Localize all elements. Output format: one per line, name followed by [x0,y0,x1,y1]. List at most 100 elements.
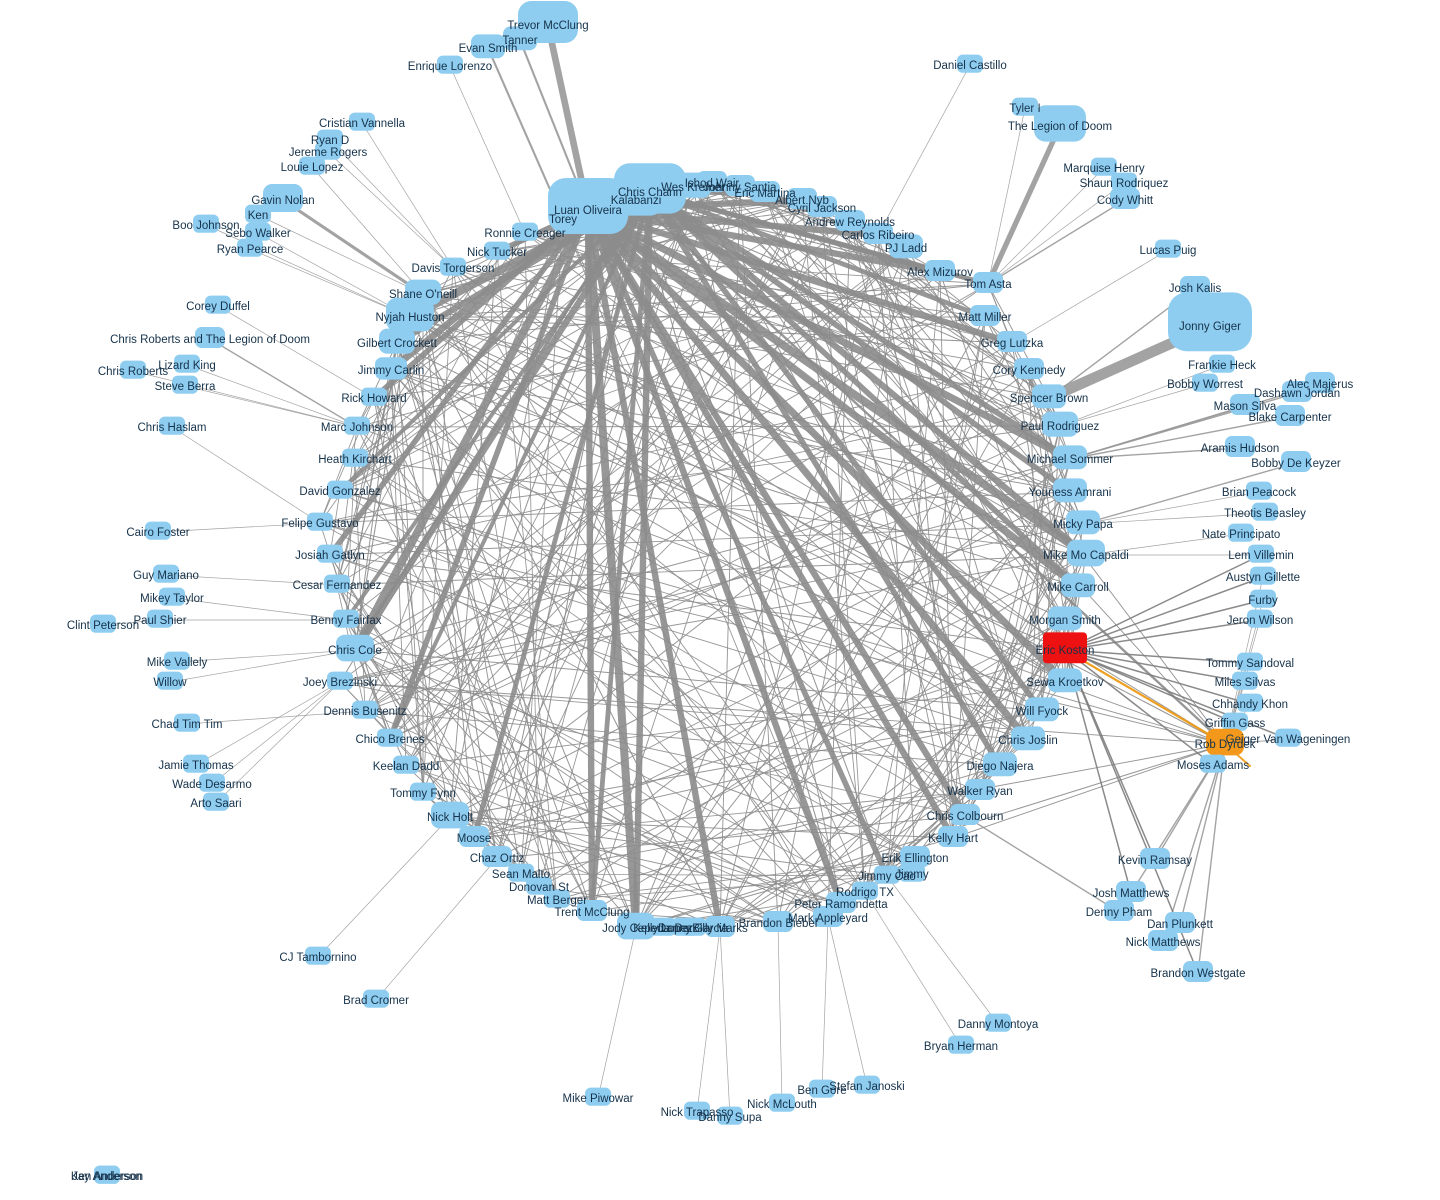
svg-text:Marc Johnson: Marc Johnson [321,422,393,434]
svg-text:Moses Adams: Moses Adams [1177,760,1249,772]
svg-text:Nick Holt: Nick Holt [427,812,474,824]
svg-text:Chico Brenes: Chico Brenes [355,734,424,746]
svg-text:Cairo Foster: Cairo Foster [126,527,189,539]
svg-text:Diego Najera: Diego Najera [966,761,1034,773]
svg-text:Lucas Puig: Lucas Puig [1140,245,1197,257]
svg-text:Louie Lopez: Louie Lopez [281,162,344,174]
svg-text:Brandon Biebel: Brandon Biebel [739,918,818,930]
svg-text:Chris Roberts: Chris Roberts [98,366,169,378]
svg-text:Sewa Kroetkov: Sewa Kroetkov [1026,677,1104,689]
svg-text:David Gonzalez: David Gonzalez [299,486,380,498]
svg-text:Wade Desarmo: Wade Desarmo [172,779,251,791]
svg-text:Bobby Worrest: Bobby Worrest [1167,379,1244,391]
svg-text:Jereme Rogers: Jereme Rogers [289,147,368,159]
svg-text:Marquise Henry: Marquise Henry [1063,163,1144,175]
svg-text:Kalabanzi: Kalabanzi [611,195,662,207]
svg-text:Chris Cole: Chris Cole [328,645,382,657]
svg-text:Miles Silvas: Miles Silvas [1215,677,1276,689]
svg-text:Eric Koston: Eric Koston [1036,645,1095,657]
svg-text:Furby: Furby [1248,595,1278,607]
svg-text:Arto Saari: Arto Saari [190,798,241,810]
svg-text:Cesar Fernandez: Cesar Fernandez [293,580,382,592]
svg-text:Brandon Westgate: Brandon Westgate [1150,968,1245,980]
svg-text:Chris Joslin: Chris Joslin [998,735,1057,747]
svg-text:Kelly Hart: Kelly Hart [928,833,979,845]
svg-text:Blake Carpenter: Blake Carpenter [1248,412,1331,424]
svg-text:Sean Malto: Sean Malto [492,869,550,881]
svg-text:Tom Asta: Tom Asta [964,279,1012,291]
svg-text:Sebo Walker: Sebo Walker [225,228,291,240]
svg-text:Cory Kennedy: Cory Kennedy [993,365,1066,377]
svg-text:Mike Carroll: Mike Carroll [1047,582,1108,594]
svg-text:Daniel Castillo: Daniel Castillo [933,60,1007,72]
svg-text:Guy Mariano: Guy Mariano [133,570,199,582]
svg-text:CJ Tambornino: CJ Tambornino [279,952,356,964]
svg-text:Nick McLouth: Nick McLouth [747,1099,817,1111]
svg-text:Brian Peacock: Brian Peacock [1222,487,1296,499]
svg-text:Josh Kalis: Josh Kalis [1169,283,1222,295]
svg-text:Chaz Ortiz: Chaz Ortiz [470,853,525,865]
svg-text:Josh Matthews: Josh Matthews [1093,888,1170,900]
svg-text:Evan Smith: Evan Smith [459,43,518,55]
svg-text:Davis Torgerson: Davis Torgerson [412,263,495,275]
svg-text:Walker Ryan: Walker Ryan [947,786,1012,798]
svg-text:Ryan Pearce: Ryan Pearce [217,244,283,256]
svg-text:Gilbert Crockett: Gilbert Crockett [357,338,438,350]
svg-text:Trent McClung: Trent McClung [555,907,630,919]
svg-text:Bryan Herman: Bryan Herman [924,1041,998,1053]
svg-text:Enrique Lorenzo: Enrique Lorenzo [408,61,492,73]
svg-text:Corey Duffel: Corey Duffel [186,301,250,313]
svg-text:Morgan Smith: Morgan Smith [1029,615,1101,627]
svg-text:Jonny Giger: Jonny Giger [1179,321,1241,333]
svg-text:Chris Colbourn: Chris Colbourn [927,811,1004,823]
svg-text:Chris Haslam: Chris Haslam [137,422,206,434]
svg-text:Tyler I: Tyler I [1009,103,1040,115]
svg-text:Aramis Hudson: Aramis Hudson [1201,443,1280,455]
svg-text:Jeron Wilson: Jeron Wilson [1227,615,1293,627]
svg-text:Moose: Moose [457,833,492,845]
svg-text:Joey Brezinski: Joey Brezinski [303,677,377,689]
svg-text:Benny Fairfax: Benny Fairfax [311,615,382,627]
svg-text:Tommy Fynn: Tommy Fynn [390,788,456,800]
svg-text:The Legion of Doom: The Legion of Doom [1008,121,1112,133]
svg-text:Chad Tim Tim: Chad Tim Tim [152,719,223,731]
svg-text:Tommy Sandoval: Tommy Sandoval [1206,658,1294,670]
svg-text:Rick Howard: Rick Howard [341,393,406,405]
svg-text:Brad Cromer: Brad Cromer [343,995,409,1007]
svg-text:Cody Whitt: Cody Whitt [1097,195,1154,207]
svg-text:Ronnie Creager: Ronnie Creager [484,228,565,240]
svg-text:PJ Ladd: PJ Ladd [885,243,927,255]
svg-text:Donovan St: Donovan St [509,882,570,894]
svg-text:Frankie Heck: Frankie Heck [1188,360,1256,372]
svg-text:Matt Miller: Matt Miller [958,312,1011,324]
svg-text:Nick Tucker: Nick Tucker [467,247,527,259]
svg-text:Matt Berger: Matt Berger [527,895,587,907]
svg-text:Mike Mo Capaldi: Mike Mo Capaldi [1043,550,1129,562]
svg-text:Keelan Dadd: Keelan Dadd [373,761,440,773]
svg-text:Jay Anderson: Jay Anderson [72,1171,142,1183]
svg-text:Jimmy: Jimmy [895,869,928,881]
svg-text:Steve Berra: Steve Berra [155,381,216,393]
svg-text:Nyjah Huston: Nyjah Huston [375,312,444,324]
svg-text:Griffin Gass: Griffin Gass [1205,718,1266,730]
svg-text:Nick Matthews: Nick Matthews [1126,937,1201,949]
svg-text:Chhandy Khon: Chhandy Khon [1212,699,1288,711]
svg-text:Lem Villemin: Lem Villemin [1228,550,1294,562]
svg-text:Paul Rodriguez: Paul Rodriguez [1021,421,1100,433]
svg-text:Carlos Ribeiro: Carlos Ribeiro [842,230,915,242]
svg-text:Danny Supa: Danny Supa [698,1112,762,1124]
svg-text:Micky Papa: Micky Papa [1053,519,1113,531]
svg-text:Youness Amrani: Youness Amrani [1029,487,1112,499]
svg-text:Ken: Ken [248,210,268,222]
svg-text:Jimmy Carlin: Jimmy Carlin [358,365,424,377]
svg-text:Shaun Rodriquez: Shaun Rodriquez [1080,178,1169,190]
svg-text:Josiah Gatlyn: Josiah Gatlyn [295,550,365,562]
svg-text:Cyril Jackson: Cyril Jackson [788,203,856,215]
svg-text:Chris Roberts and The Legion o: Chris Roberts and The Legion of Doom [110,334,310,346]
svg-text:Michael Sommer: Michael Sommer [1027,454,1113,466]
svg-text:Shane O'neill: Shane O'neill [389,289,457,301]
svg-text:Erik Ellington: Erik Ellington [881,853,948,865]
svg-text:Billy Marks: Billy Marks [692,923,748,935]
svg-text:Will Fyock: Will Fyock [1016,706,1069,718]
svg-text:Mikey Taylor: Mikey Taylor [140,593,204,605]
